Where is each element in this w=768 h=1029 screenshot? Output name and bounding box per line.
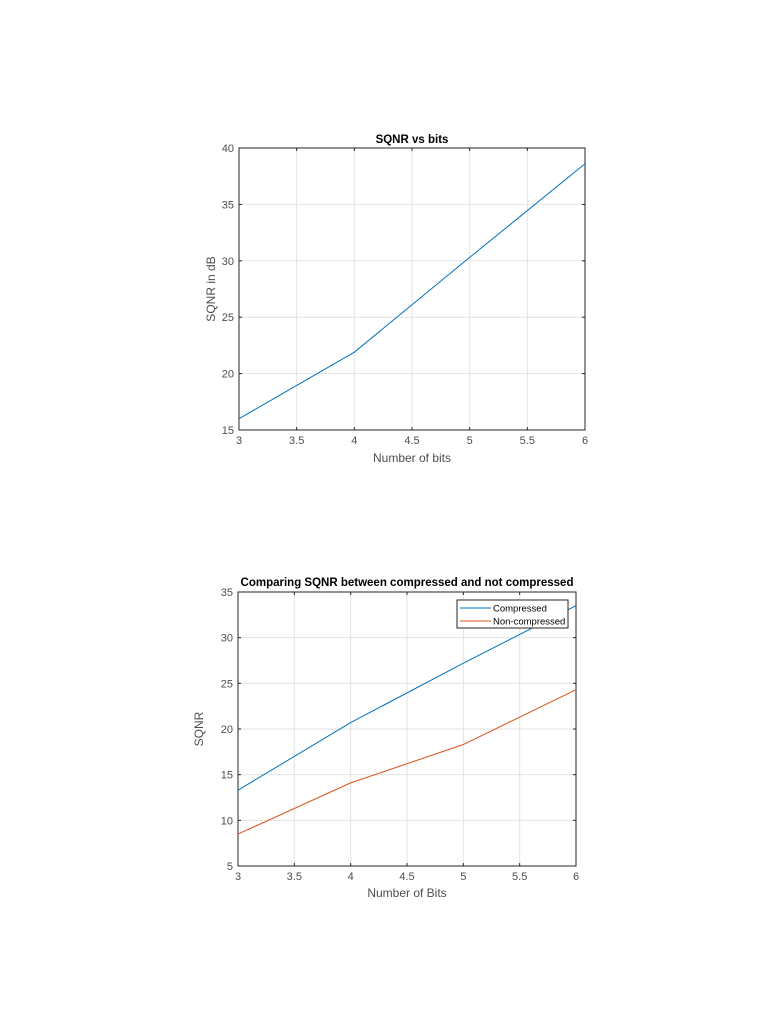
y-tick-label: 30 bbox=[221, 633, 233, 645]
x-tick-label: 4.5 bbox=[404, 435, 419, 447]
x-tick-label: 5 bbox=[460, 871, 466, 883]
y-tick-label: 15 bbox=[222, 425, 234, 437]
x-tick-label: 4.5 bbox=[399, 871, 414, 883]
x-tick-label: 3 bbox=[235, 871, 241, 883]
y-tick-label: 25 bbox=[221, 678, 233, 690]
series-line-sqnr bbox=[238, 163, 586, 420]
x-tick-label: 5 bbox=[467, 435, 473, 447]
x-tick-label: 5.5 bbox=[512, 871, 527, 883]
y-tick-label: 20 bbox=[222, 369, 234, 381]
y-tick-label: 35 bbox=[222, 199, 234, 211]
legend-label: Compressed bbox=[493, 604, 547, 615]
y-tick-label: 5 bbox=[227, 861, 233, 873]
y-axis-label: SQNR bbox=[192, 711, 206, 746]
axes-box bbox=[237, 591, 577, 867]
x-tick-label: 3.5 bbox=[289, 435, 304, 447]
y-tick-label: 15 bbox=[221, 770, 233, 782]
series-line-compressed bbox=[237, 605, 577, 791]
y-tick-label: 35 bbox=[221, 587, 233, 599]
chart-sqnr-vs-bits: 3 3.5 4 4.5 5 5.5 6 15 20 25 30 35 40 SQNR vs bits Num… bbox=[0, 0, 768, 512]
legend-box bbox=[456, 599, 569, 629]
x-axis-label: Number of bits bbox=[373, 451, 451, 465]
x-tick-label: 4 bbox=[348, 871, 354, 883]
y-tick-label: 30 bbox=[222, 256, 234, 268]
x-axis-label: Number of Bits bbox=[367, 886, 446, 900]
x-tick-label: 6 bbox=[573, 871, 579, 883]
series-line-non-compressed bbox=[237, 689, 577, 835]
chart-title: Comparing SQNR between compressed and no… bbox=[241, 577, 574, 589]
y-tick-label: 40 bbox=[222, 143, 234, 155]
chart-title: SQNR vs bits bbox=[376, 134, 449, 146]
y-tick-label: 10 bbox=[221, 815, 233, 827]
x-tick-label: 4 bbox=[351, 435, 357, 447]
x-tick-label: 3.5 bbox=[287, 871, 302, 883]
y-tick-label: 20 bbox=[221, 724, 233, 736]
x-tick-label: 6 bbox=[582, 435, 588, 447]
x-tick-label: 3 bbox=[236, 435, 242, 447]
chart-0-svg: 3 3.5 4 4.5 5 5.5 6 15 20 25 30 35 40 SQNR vs bits Num… bbox=[204, 134, 588, 465]
y-tick-label: 25 bbox=[222, 312, 234, 324]
y-axis-label: SQNR in dB bbox=[204, 256, 218, 321]
axes-box bbox=[238, 147, 586, 431]
x-tick-label: 5.5 bbox=[520, 435, 535, 447]
legend-label: Non-compressed bbox=[493, 617, 565, 628]
